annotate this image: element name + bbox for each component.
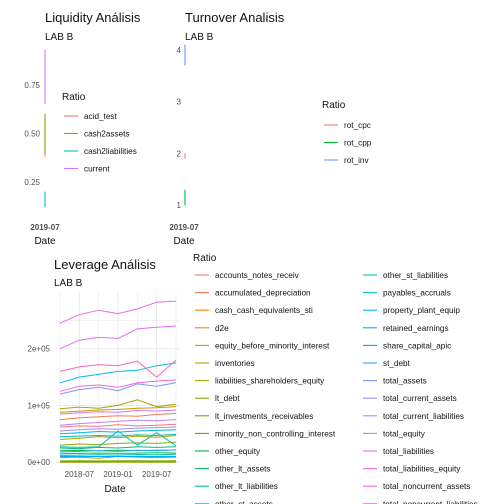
liquidity-subtitle: LAB B [45, 32, 74, 43]
legend-label-other-equity: other_equity [215, 447, 261, 456]
legend-label-lt-investments-receivables: lt_investments_receivables [215, 412, 313, 421]
series-line-other-lt-liabilities [59, 446, 177, 450]
legend-label-accumulated-depreciation: accumulated_depreciation [215, 289, 311, 298]
series-line-liabilities-shareholders-equity [59, 399, 177, 410]
legend-label-current: current [84, 165, 110, 174]
legend-label-other-lt-assets: other_lt_assets [215, 465, 271, 474]
y-tick-label: 0.75 [24, 81, 40, 90]
leverage-x-ticks: 2018-07 2019-01 2019-07 [65, 470, 172, 479]
leverage-x-axis-label: Date [104, 484, 126, 495]
series-line-total-liabilities [59, 325, 177, 350]
liquidity-panel: Liquidity Análisis LAB B 0.25 0.50 0.75 20… [24, 10, 140, 247]
legend-label-total-equity: total_equity [383, 429, 426, 438]
legend-label-equity-before-minority-interest: equity_before_minority_interest [215, 341, 330, 350]
legend-label-liabilities-shareholders-equity: liabilities_shareholders_equity [215, 377, 325, 386]
turnover-subtitle: LAB B [185, 32, 214, 43]
liquidity-legend: acid_test cash2assets cash2liabilities curr… [64, 112, 137, 174]
legend-label-total-current-liabilities: total_current_liabilities [383, 412, 464, 421]
leverage-y-ticks: 0e+00 1e+05 2e+05 [28, 345, 51, 467]
series-line-total-current-assets [59, 426, 177, 432]
leverage-subtitle: LAB B [54, 278, 83, 289]
leverage-lines [59, 300, 177, 463]
legend-label-other-st-assets: other_st_assets [215, 500, 273, 504]
legend-label-rot-inv: rot_inv [344, 156, 369, 165]
y-tick-label: 0e+00 [28, 458, 51, 467]
legend-label-minority-non-controlling-interest: minority_non_controlling_interest [215, 429, 336, 438]
legend-label-lt-debt: lt_debt [215, 394, 240, 403]
legend-label-retained-earnings: retained_earnings [383, 324, 449, 333]
series-line-accounts-notes-receiv [59, 423, 177, 428]
legend-label-rot-cpc: rot_cpc [344, 121, 371, 130]
x-tick-label: 2019-01 [103, 470, 133, 479]
liquidity-y-ticks: 0.25 0.50 0.75 [24, 81, 40, 187]
turnover-panel: Turnover Analisis LAB B 1 2 3 4 2019-07 Dat… [169, 10, 371, 247]
series-line-total-assets [59, 382, 177, 395]
legend-label-rot-cpp: rot_cpp [344, 139, 372, 148]
legend-label-d2e: d2e [215, 324, 229, 333]
series-line-total-liabilities-equity [59, 300, 177, 324]
legend-label-payables-accruals: payables_accruals [383, 289, 451, 298]
series-line-equity-before-minority-interest [59, 406, 177, 413]
series-line-payables-accruals [59, 430, 177, 448]
y-tick-label: 1 [177, 201, 182, 210]
turnover-legend: rot_cpc rot_cpp rot_inv [324, 121, 372, 165]
legend-label-total-liabilities-equity: total_liabilities_equity [383, 465, 461, 474]
liquidity-x-axis-label: Date [34, 236, 56, 247]
leverage-panel: Leverage Análisis LAB B 0e+001e+052e+05 … [28, 253, 478, 504]
liquidity-x-ticks: 2019-07 [30, 223, 60, 232]
x-tick-label: 2019-07 [142, 470, 172, 479]
y-tick-label: 0.50 [24, 129, 40, 138]
leverage-legend: accounts_notes_receiv accumulated_depreci… [195, 271, 478, 504]
legend-label-cash-cash-equivalents-sti: cash_cash_equivalents_sti [215, 306, 313, 315]
turnover-title: Turnover Analisis [185, 10, 285, 25]
series-line-total-noncurrent-assets [59, 379, 177, 392]
series-line-retained-earnings [59, 429, 177, 435]
turnover-x-axis-label: Date [173, 236, 195, 247]
liquidity-title: Liquidity Análisis [45, 10, 141, 25]
series-line-total-noncurrent-liabilities [59, 359, 177, 378]
y-tick-label: 2 [177, 149, 182, 158]
turnover-x-ticks: 2019-07 [169, 223, 199, 232]
legend-label-total-liabilities: total_liabilities [383, 447, 434, 456]
legend-label-property-plant-equip: property_plant_equip [383, 306, 460, 315]
x-tick-label: 2019-07 [30, 223, 60, 232]
x-tick-label: 2019-07 [169, 223, 199, 232]
y-tick-label: 3 [177, 98, 182, 107]
legend-label-total-noncurrent-assets: total_noncurrent_assets [383, 482, 470, 491]
series-line-other-lt-assets [59, 452, 177, 455]
turnover-legend-title: Ratio [322, 100, 346, 111]
legend-label-cash2assets: cash2assets [84, 130, 130, 139]
legend-label-total-assets: total_assets [383, 377, 427, 386]
liquidity-legend-title: Ratio [62, 92, 86, 103]
y-tick-label: 2e+05 [28, 345, 51, 354]
y-tick-label: 0.25 [24, 178, 40, 187]
series-line-inventories [59, 435, 177, 440]
x-tick-label: 2018-07 [65, 470, 95, 479]
legend-label-cash2liabilities: cash2liabilities [84, 147, 137, 156]
y-tick-label: 4 [177, 46, 182, 55]
series-line-other-st-liabilities [59, 433, 177, 438]
series-line-total-equity [59, 409, 177, 415]
legend-label-inventories: inventories [215, 359, 255, 368]
series-line-accumulated-depreciation [59, 412, 177, 421]
legend-label-total-current-assets: total_current_assets [383, 394, 457, 403]
leverage-title: Leverage Análisis [54, 257, 156, 272]
turnover-y-ticks: 1 2 3 4 [177, 46, 182, 210]
legend-label-total-noncurrent-liabilities: total_noncurrent_liabilities [383, 500, 478, 504]
legend-label-other-lt-liabilities: other_lt_liabilities [215, 482, 278, 491]
series-line-st-debt [59, 449, 177, 453]
legend-label-accounts-notes-receiv: accounts_notes_receiv [215, 271, 300, 280]
y-tick-label: 1e+05 [28, 401, 51, 410]
legend-label-share-capital-apic: share_capital_apic [383, 341, 451, 350]
leverage-legend-title: Ratio [193, 253, 217, 264]
legend-label-other-st-liabilities: other_st_liabilities [383, 271, 448, 280]
series-line-lt-debt [59, 441, 177, 446]
series-line-property-plant-equip [59, 362, 177, 384]
legend-label-acid-test: acid_test [84, 112, 117, 121]
series-line-other-st-assets [59, 453, 177, 456]
legend-label-st-debt: st_debt [383, 359, 411, 368]
series-line-total-current-liabilities [59, 419, 177, 426]
